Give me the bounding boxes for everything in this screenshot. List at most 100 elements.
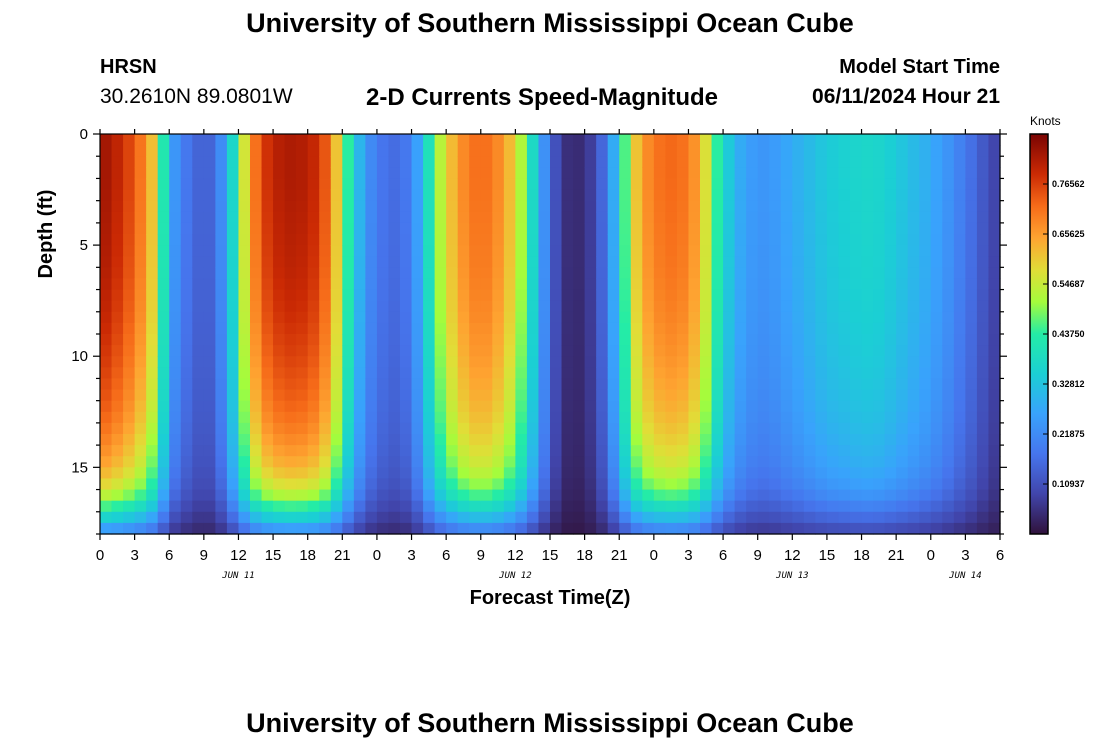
heatmap-cell xyxy=(700,456,713,468)
heatmap-cell xyxy=(261,378,274,391)
heatmap-cell xyxy=(492,411,505,424)
heatmap-cell xyxy=(769,522,782,535)
heatmap-cell xyxy=(134,334,147,346)
heatmap-cell xyxy=(803,334,816,346)
heatmap-cell xyxy=(884,178,897,191)
heatmap-cell xyxy=(642,145,655,157)
heatmap-cell xyxy=(596,522,609,535)
heatmap-cell xyxy=(607,411,620,424)
heatmap-cell xyxy=(965,411,978,424)
heatmap-cell xyxy=(203,245,216,257)
heatmap-cell xyxy=(169,422,182,435)
heatmap-cell xyxy=(861,378,874,391)
heatmap-cell xyxy=(873,156,886,168)
heatmap-cell xyxy=(665,456,678,468)
heatmap-cell xyxy=(273,311,286,324)
heatmap-cell xyxy=(550,522,563,535)
heatmap-cell xyxy=(123,367,136,380)
heatmap-cell xyxy=(723,467,736,480)
heatmap-cell xyxy=(953,334,966,346)
heatmap-cell xyxy=(134,256,147,268)
heatmap-cell xyxy=(492,511,505,524)
heatmap-cell xyxy=(353,189,366,202)
heatmap-cell xyxy=(803,156,816,168)
heatmap-cell xyxy=(665,278,678,291)
heatmap-cell xyxy=(769,445,782,457)
heatmap-cell xyxy=(907,356,920,368)
heatmap-cell xyxy=(584,267,597,280)
heatmap-cell xyxy=(861,522,874,535)
heatmap-cell xyxy=(100,500,113,513)
heatmap-cell xyxy=(573,334,586,346)
heatmap-cell xyxy=(273,222,286,235)
heatmap-cell xyxy=(538,467,551,480)
heatmap-cell xyxy=(850,211,863,224)
heatmap-cell xyxy=(584,434,597,446)
heatmap-cell xyxy=(342,489,355,502)
heatmap-cell xyxy=(976,234,990,246)
heatmap-cell xyxy=(676,422,690,435)
heatmap-cell xyxy=(100,356,113,368)
heatmap-cell xyxy=(700,489,713,502)
heatmap-cell xyxy=(146,156,159,168)
heatmap-cell xyxy=(873,178,886,191)
heatmap-cell xyxy=(157,145,170,157)
heatmap-cell xyxy=(803,245,816,257)
heatmap-cell xyxy=(273,389,286,402)
heatmap-cell xyxy=(423,345,436,357)
heatmap-cell xyxy=(988,434,1001,446)
heatmap-cell xyxy=(584,489,597,502)
heatmap-cell xyxy=(619,500,632,513)
heatmap-cell xyxy=(930,278,943,291)
heatmap-cell xyxy=(988,467,1001,480)
heatmap-cell xyxy=(492,445,505,457)
heatmap-cell xyxy=(780,434,793,446)
heatmap-cell xyxy=(526,400,540,413)
heatmap-cell xyxy=(988,322,1001,335)
heatmap-cell xyxy=(896,256,909,268)
heatmap-cell xyxy=(953,256,966,268)
heatmap-cell xyxy=(134,378,147,391)
heatmap-cell xyxy=(976,334,990,346)
heatmap-cell xyxy=(192,289,205,302)
heatmap-cell xyxy=(861,356,874,368)
heatmap-cell xyxy=(700,222,713,235)
heatmap-cell xyxy=(873,356,886,368)
heatmap-cell xyxy=(100,222,113,235)
heatmap-cell xyxy=(965,456,978,468)
heatmap-cell xyxy=(826,178,840,191)
heatmap-cell xyxy=(319,422,332,435)
heatmap-cell xyxy=(907,345,920,357)
heatmap-cell xyxy=(180,411,193,424)
heatmap-cell xyxy=(250,211,263,224)
heatmap-cell xyxy=(226,267,240,280)
heatmap-cell xyxy=(746,334,759,346)
heatmap-cell xyxy=(803,400,816,413)
heatmap-cell xyxy=(965,234,978,246)
heatmap-cell xyxy=(284,367,297,380)
heatmap-cell xyxy=(907,245,920,257)
heatmap-cell xyxy=(607,422,620,435)
heatmap-cell xyxy=(261,478,274,491)
heatmap-cell xyxy=(423,478,436,491)
heatmap-cell xyxy=(250,289,263,302)
heatmap-cell xyxy=(365,134,378,146)
heatmap-cell xyxy=(434,467,447,480)
heatmap-cell xyxy=(965,322,978,335)
heatmap-cell xyxy=(573,522,586,535)
heatmap-cell xyxy=(757,334,770,346)
heatmap-cell xyxy=(492,156,505,168)
heatmap-cell xyxy=(619,278,632,291)
heatmap-cell xyxy=(503,522,516,535)
heatmap-cell xyxy=(711,322,724,335)
heatmap-cell xyxy=(676,300,690,313)
x-tick-label: 3 xyxy=(130,547,138,564)
heatmap-cell xyxy=(561,378,574,391)
heatmap-cell xyxy=(169,445,182,457)
heatmap-cell xyxy=(826,478,840,491)
heatmap-cell xyxy=(757,222,770,235)
heatmap-cell xyxy=(792,422,805,435)
heatmap-cell xyxy=(688,367,701,380)
heatmap-cell xyxy=(134,489,147,502)
heatmap-cell xyxy=(573,211,586,224)
